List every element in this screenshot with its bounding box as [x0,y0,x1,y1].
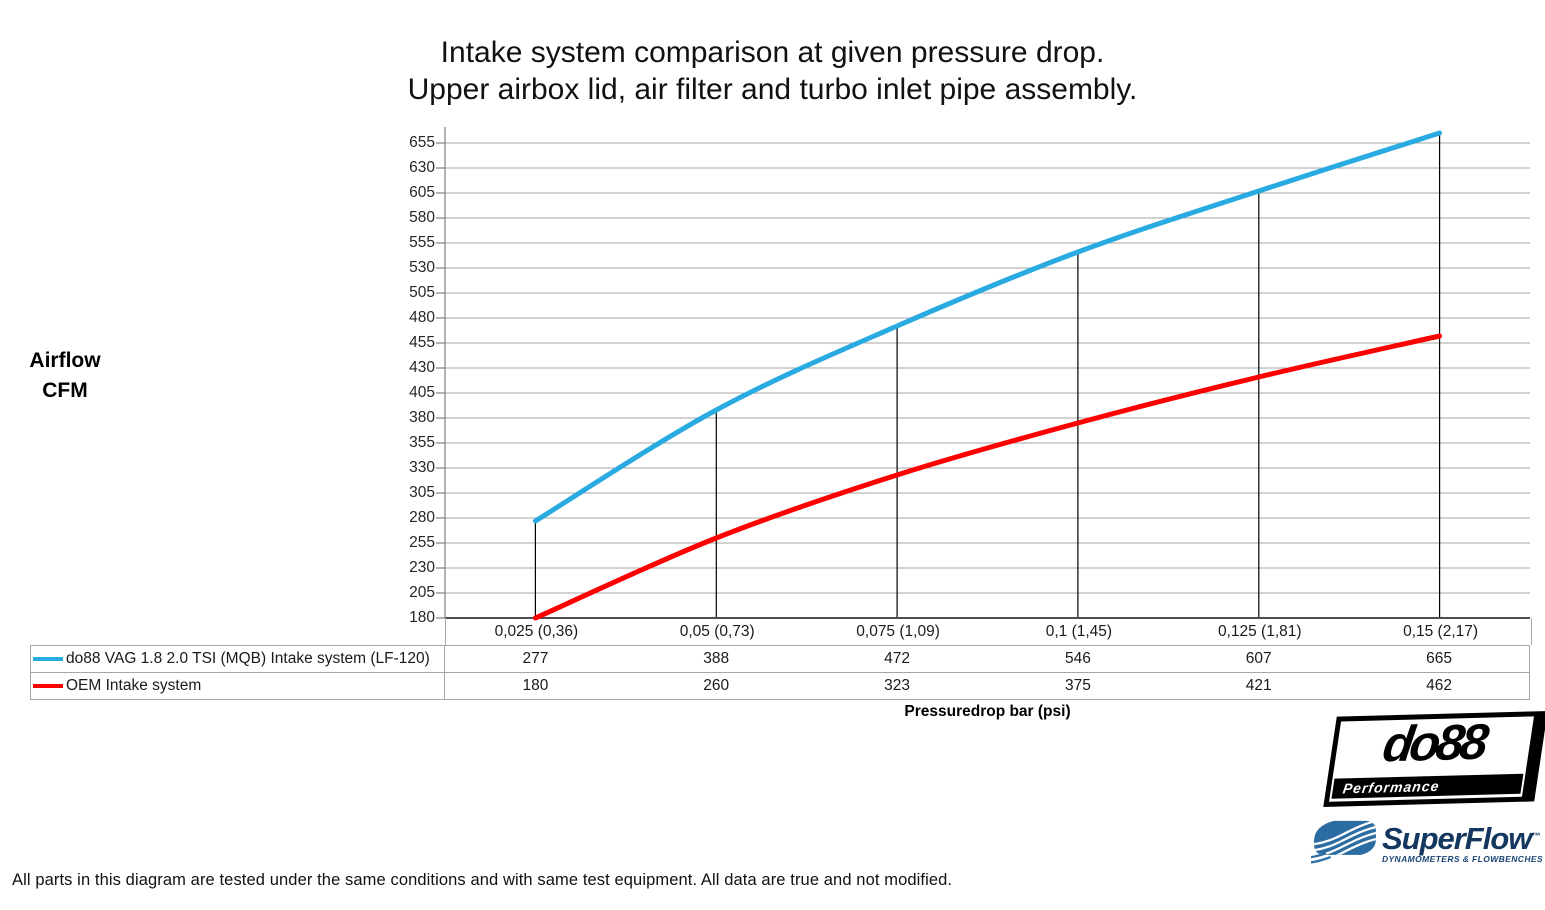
y-axis-tick-label: 330 [409,459,435,476]
series-value: 462 [1349,673,1530,699]
legend-cell: do88 VAG 1.8 2.0 TSI (MQB) Intake system… [30,646,445,672]
y-axis-tick-label: 605 [409,184,435,201]
y-axis-tick-label: 405 [409,384,435,401]
y-axis-labels: 655 630 605 580 555 530 505 480 455 430 405 380 355 3… [363,0,435,630]
chart-title: Intake system comparison at given pressu… [0,34,1545,108]
x-axis-category-label: 0,025 (0,36) [494,622,579,640]
do88-logo: do88 Performance [1323,711,1545,807]
series-name: OEM Intake system [66,677,202,694]
series-value: 323 [884,677,910,694]
x-axis-category-label: 0,1 (1,45) [1045,622,1113,640]
superflow-trademark: ™ [1531,831,1541,841]
y-axis-tick-label: 505 [409,284,435,301]
legend-key-line [33,684,63,688]
y-axis-tick-label: 305 [409,484,435,501]
y-axis-tick-label: 280 [409,509,435,526]
y-axis-title-line1: Airflow [29,349,101,372]
y-axis-tick-label: 580 [409,209,435,226]
series-value: 546 [1064,650,1091,667]
y-axis-tick-label: 355 [409,434,435,451]
y-axis-tick-label: 255 [409,534,435,551]
data-table: 0,025 (0,36) 0,05 (0,73) 0,075 (1,09) 0,1 (… [30,618,1532,700]
series-value: 421 [1245,677,1272,694]
superflow-name: SuperFlow™ [1382,821,1543,854]
y-axis-tick-label: 480 [409,309,435,326]
x-axis-title: Pressuredrop bar (psi) [904,703,1071,720]
y-axis-tick-label: 430 [409,359,435,376]
y-axis-tick-label: 455 [409,334,435,351]
y-axis-tick-label: 530 [409,259,435,276]
y-axis-tick-label: 555 [409,234,435,251]
superflow-text-block: SuperFlow™ DYNAMOMETERS & FLOWBENCHES [1382,821,1543,864]
do88-logo-text: do88 [1379,713,1489,773]
y-axis-title-line2: CFM [42,379,88,402]
y-axis-tick-label: 205 [409,584,435,601]
series-value: 665 [1349,646,1530,672]
series-value: 472 [884,650,910,667]
y-axis-title: Airflow CFM [6,346,124,406]
series-value: 388 [703,650,730,667]
chart-title-line2: Upper airbox lid, air filter and turbo i… [407,73,1138,106]
superflow-wave-icon [1311,820,1376,864]
x-axis-labels-row: 0,025 (0,36) 0,05 (0,73) 0,075 (1,09) 0,1 (… [445,618,1532,645]
x-axis-category-label: 0,15 (2,17) [1403,622,1479,640]
series-value: 260 [703,677,730,694]
series-value: 277 [522,650,549,667]
series-value: 607 [1245,650,1272,667]
y-axis-tick-label: 630 [409,159,435,176]
table-row: do88 VAG 1.8 2.0 TSI (MQB) Intake system… [30,645,1530,672]
table-row: OEM Intake system 180 260 323 375 421 462 [30,672,1530,700]
x-axis-category-label: 0,125 (1,81) [1217,622,1302,640]
chart-title-line1: Intake system comparison at given pressu… [440,36,1105,69]
do88-logo-performance-bar: Performance [1331,773,1524,799]
superflow-wordmark: SuperFlow [1381,821,1532,856]
series-value: 375 [1064,677,1091,694]
series-name: do88 VAG 1.8 2.0 TSI (MQB) Intake system… [66,650,430,667]
y-axis-tick-label: 230 [409,559,435,576]
legend-key-line [33,657,63,661]
x-axis-category-label: 0,075 (1,09) [856,622,940,640]
superflow-logo: SuperFlow™ DYNAMOMETERS & FLOWBENCHES [1311,815,1543,870]
legend-cell: OEM Intake system [30,673,445,699]
superflow-tagline: DYNAMOMETERS & FLOWBENCHES [1381,854,1543,864]
table-body: do88 VAG 1.8 2.0 TSI (MQB) Intake system… [30,645,1530,700]
y-axis-tick-label: 380 [409,409,435,426]
x-axis-category-label: 0,05 (0,73) [679,622,755,640]
y-axis-tick-label: 655 [409,134,435,151]
disclaimer-text: All parts in this diagram are tested und… [12,871,953,889]
y-axis-tick-label: 180 [409,609,435,626]
series-value: 180 [522,677,549,694]
